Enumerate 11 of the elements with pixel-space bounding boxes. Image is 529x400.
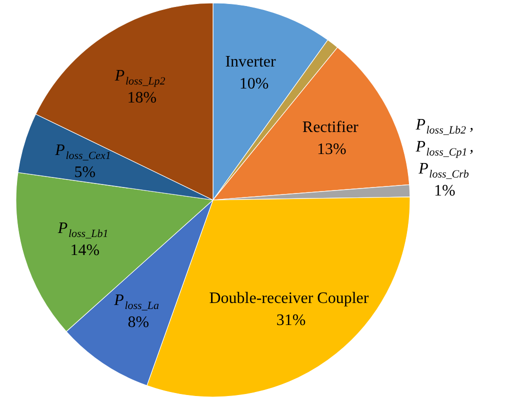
slice-label: Double-receiver Coupler bbox=[209, 290, 370, 307]
data-label: 10% bbox=[239, 75, 269, 92]
data-label: 14% bbox=[70, 242, 100, 260]
data-label: 18% bbox=[127, 89, 157, 106]
data-label: 5% bbox=[74, 164, 96, 181]
slice-label: Rectifier bbox=[302, 118, 360, 136]
data-label: 31% bbox=[276, 312, 306, 329]
data-label: 8% bbox=[128, 314, 150, 332]
data-label: 13% bbox=[317, 140, 346, 158]
data-label: 1% bbox=[434, 182, 456, 200]
slice-label: Inverter bbox=[225, 53, 277, 70]
